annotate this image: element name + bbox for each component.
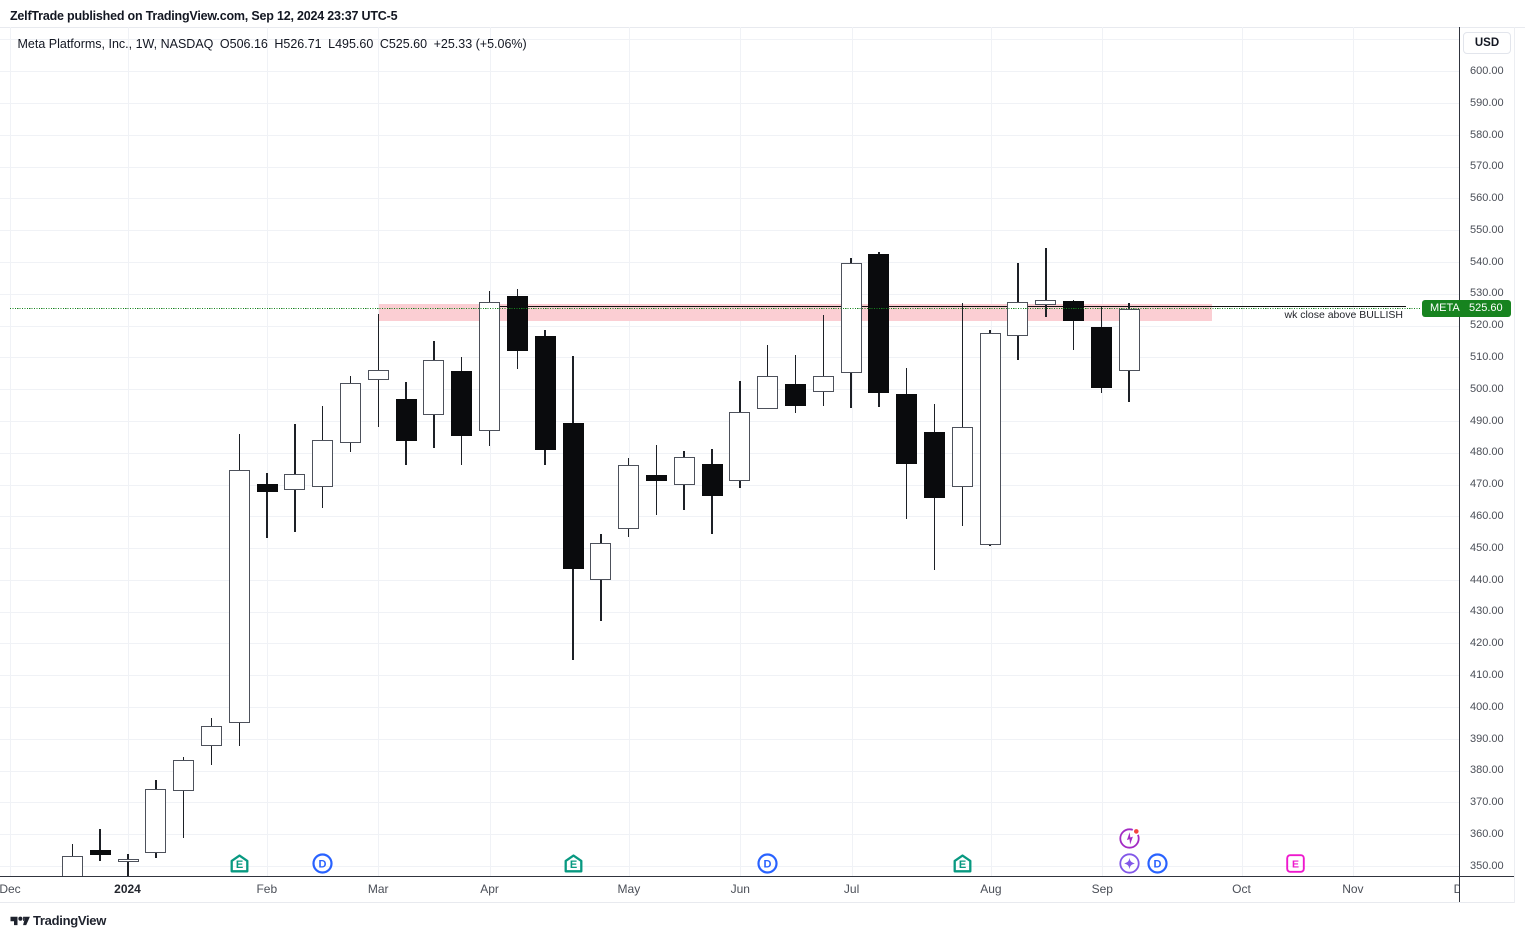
svg-text:E: E: [1292, 858, 1299, 870]
svg-text:D: D: [319, 858, 327, 870]
svg-text:E: E: [959, 859, 966, 871]
svg-text:E: E: [569, 859, 576, 871]
svg-text:E: E: [236, 859, 243, 871]
svg-text:D: D: [764, 858, 772, 870]
svg-text:D: D: [1153, 858, 1161, 870]
